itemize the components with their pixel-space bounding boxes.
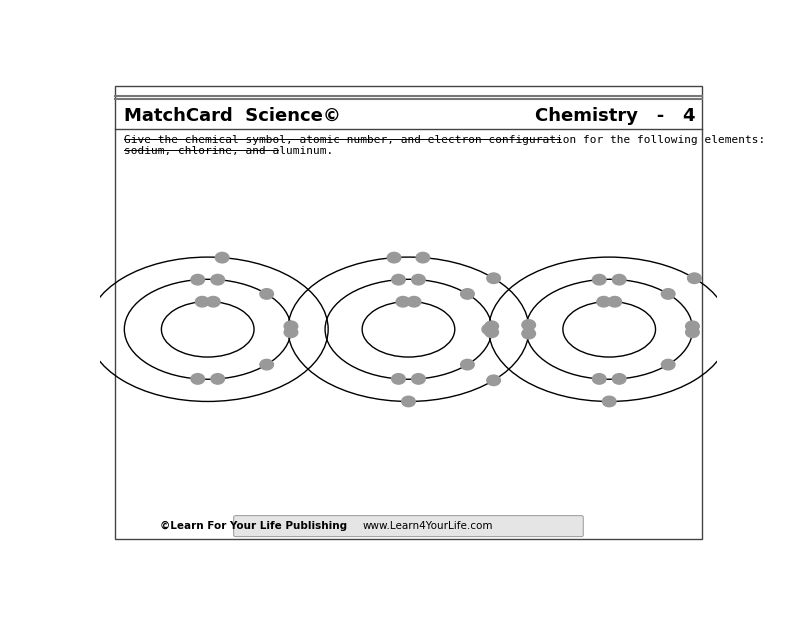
Circle shape (592, 374, 606, 384)
Circle shape (461, 288, 474, 299)
Circle shape (387, 253, 401, 263)
Text: sodium, chlorine, and aluminum.: sodium, chlorine, and aluminum. (124, 145, 334, 156)
Circle shape (285, 321, 298, 332)
Circle shape (603, 396, 616, 407)
Circle shape (191, 374, 205, 384)
Text: Chemistry   -   4: Chemistry - 4 (535, 106, 696, 125)
Circle shape (487, 375, 501, 386)
Circle shape (522, 319, 536, 330)
Circle shape (260, 360, 273, 370)
Text: www.Learn4YourLife.com: www.Learn4YourLife.com (362, 521, 493, 531)
Circle shape (608, 297, 622, 307)
Circle shape (285, 327, 298, 337)
Circle shape (260, 288, 273, 299)
Circle shape (391, 274, 406, 285)
Circle shape (688, 273, 701, 284)
Circle shape (402, 396, 415, 407)
Circle shape (411, 374, 426, 384)
Circle shape (211, 274, 225, 285)
Text: Give the chemical symbol, atomic number, and electron configuration for the foll: Give the chemical symbol, atomic number,… (124, 136, 766, 145)
Circle shape (485, 327, 498, 337)
Text: ©Learn For Your Life Publishing: ©Learn For Your Life Publishing (159, 521, 347, 531)
Circle shape (206, 297, 220, 307)
Circle shape (391, 374, 406, 384)
Circle shape (685, 321, 699, 332)
Circle shape (597, 297, 611, 307)
FancyBboxPatch shape (234, 516, 583, 537)
Circle shape (612, 274, 626, 285)
Circle shape (522, 328, 536, 339)
Text: MatchCard  Science©: MatchCard Science© (124, 106, 341, 125)
Circle shape (592, 274, 606, 285)
Circle shape (662, 360, 675, 370)
Circle shape (191, 274, 205, 285)
Circle shape (215, 253, 229, 263)
Circle shape (487, 273, 501, 284)
Circle shape (485, 321, 498, 332)
Circle shape (407, 297, 421, 307)
Circle shape (411, 274, 426, 285)
Circle shape (482, 324, 496, 334)
Circle shape (461, 360, 474, 370)
Circle shape (612, 374, 626, 384)
Circle shape (396, 297, 410, 307)
Circle shape (195, 297, 209, 307)
Circle shape (211, 374, 225, 384)
Circle shape (416, 253, 430, 263)
Circle shape (685, 327, 699, 337)
Circle shape (662, 288, 675, 299)
